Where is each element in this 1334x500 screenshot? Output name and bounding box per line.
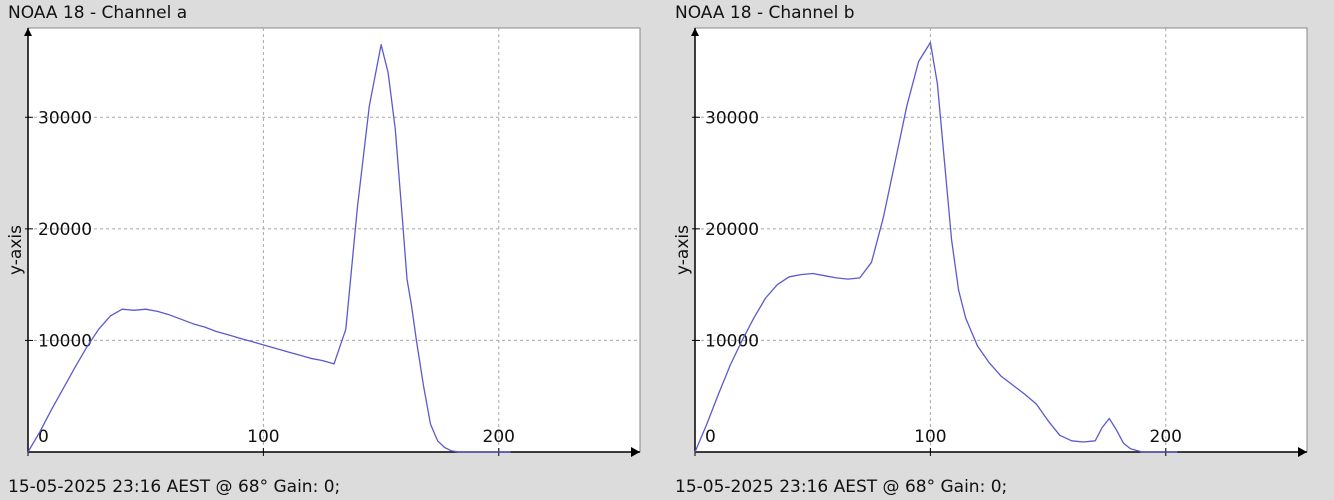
x-tick-label: 100 xyxy=(247,427,279,447)
series-line xyxy=(694,41,1178,453)
x-tick-label: 0 xyxy=(38,427,49,447)
series-line xyxy=(27,44,511,453)
x-tick-label: 200 xyxy=(1150,427,1182,447)
x-tick-label: 200 xyxy=(483,427,515,447)
y-tick-label: 10000 xyxy=(705,331,759,351)
y-tick-label: 30000 xyxy=(38,108,92,128)
chart-title: NOAA 18 - Channel b xyxy=(675,3,855,23)
plot-area xyxy=(27,27,641,453)
timestamp-footer: 15-05-2025 23:16 AEST @ 68° Gain: 0; xyxy=(8,477,341,497)
y-tick-label: 20000 xyxy=(705,220,759,240)
y-tick-label: 10000 xyxy=(38,331,92,351)
y-tick-label: 30000 xyxy=(705,108,759,128)
y-axis-label: y-axis xyxy=(673,225,693,275)
chart-title: NOAA 18 - Channel a xyxy=(8,3,188,23)
x-tick-label: 100 xyxy=(914,427,946,447)
y-axis-label: y-axis xyxy=(6,225,26,275)
chart-plot: 0 100 200 10000 20000 30000 y-axis xyxy=(673,27,1308,457)
chart-plot: 0 100 200 10000 20000 30000 y-axis xyxy=(6,27,641,457)
timestamp-footer: 15-05-2025 23:16 AEST @ 68° Gain: 0; xyxy=(675,477,1008,497)
y-axis-arrow xyxy=(691,28,699,36)
y-axis-arrow xyxy=(24,28,32,36)
x-axis-arrow xyxy=(1298,447,1307,457)
plot-area xyxy=(694,27,1308,453)
chart-panel-b: NOAA 18 - Channel b 0 100 200 10000 20000 300… xyxy=(667,0,1334,500)
y-tick-label: 20000 xyxy=(38,220,92,240)
x-axis-arrow xyxy=(631,447,640,457)
x-tick-label: 0 xyxy=(705,427,716,447)
chart-panel-a: NOAA 18 - Channel a 0 100 200 10000 20000 300… xyxy=(6,3,641,497)
